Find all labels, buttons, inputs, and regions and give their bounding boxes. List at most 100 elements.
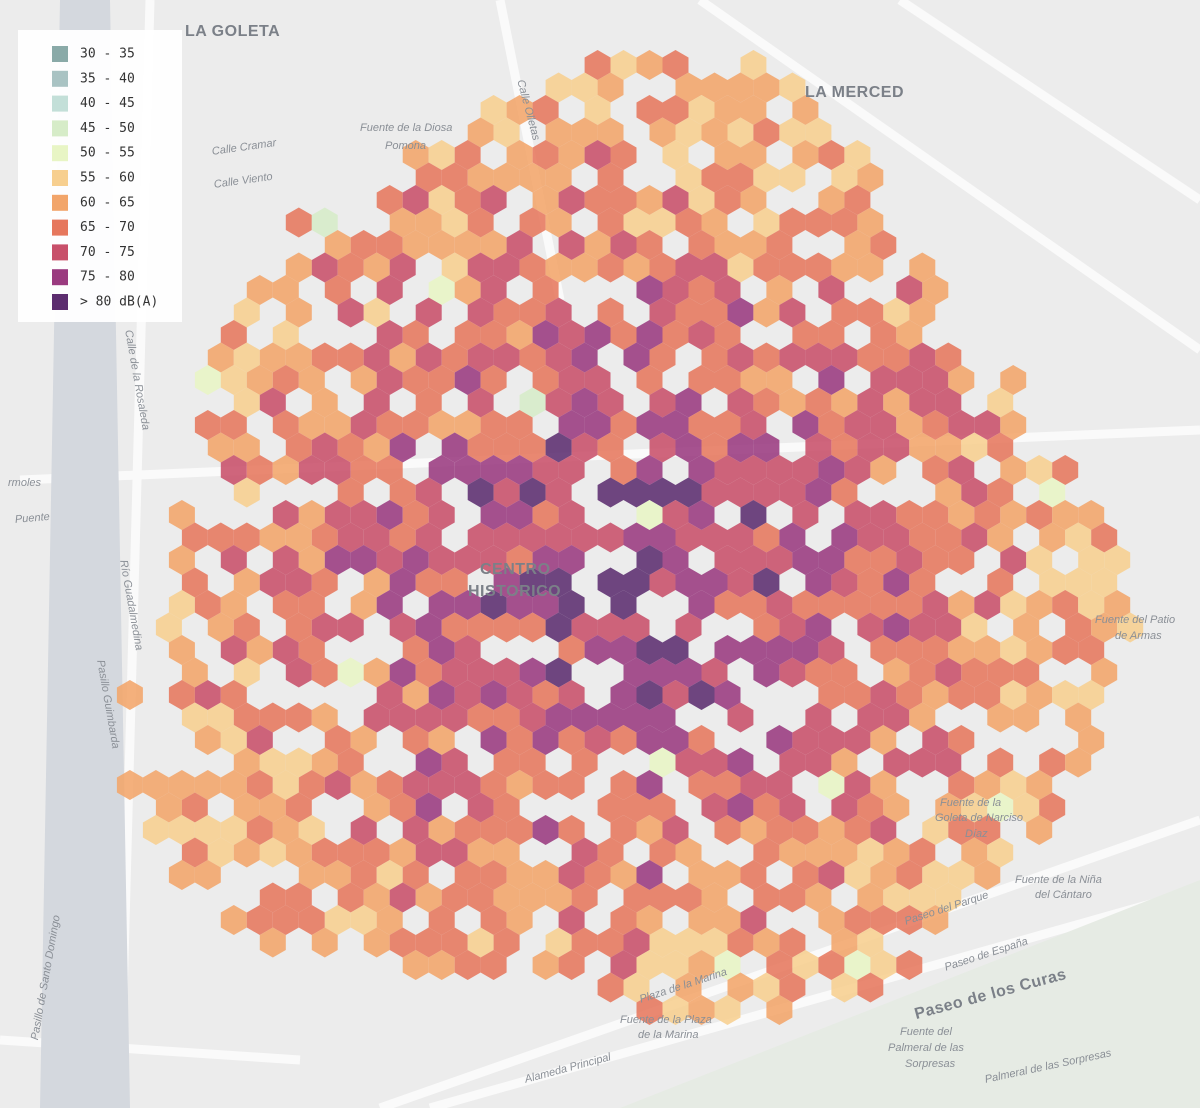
hex-cell: [610, 185, 637, 215]
hex-cell: [168, 860, 195, 890]
hex-cell: [610, 410, 637, 440]
hex-cell: [675, 477, 702, 508]
hex-cell: [298, 590, 325, 620]
hex-cell: [610, 635, 637, 665]
hex-cell: [519, 387, 546, 418]
legend-label: 45 - 50: [80, 121, 135, 136]
hex-cell: [220, 905, 247, 935]
hex-cell: [805, 882, 832, 913]
hex-cell: [779, 837, 806, 868]
hex-cell: [818, 905, 845, 935]
hex-cell: [155, 612, 182, 643]
hex-cell: [558, 770, 585, 800]
hex-cell: [922, 365, 949, 395]
hex-cell: [259, 567, 286, 598]
hex-cell: [766, 230, 793, 260]
hex-cell: [623, 972, 650, 1003]
hex-cell: [506, 500, 533, 530]
hex-cell: [428, 950, 455, 980]
hex-cell: [350, 230, 377, 260]
hex-cell: [558, 455, 585, 485]
hex-cell: [818, 815, 845, 845]
hex-cell: [545, 297, 572, 328]
place-label: Fuente de la Plaza: [620, 1014, 712, 1026]
hex-cell: [714, 590, 741, 620]
hex-cell: [961, 432, 988, 463]
hex-cell: [454, 950, 481, 980]
hex-cell: [649, 882, 676, 913]
hex-cell: [1052, 680, 1079, 710]
hex-cell: [922, 545, 949, 575]
hex-cell: [636, 95, 663, 125]
legend-label: 35 - 40: [80, 71, 135, 86]
hex-cell: [337, 432, 364, 463]
hex-cell: [454, 230, 481, 260]
hex-cell: [688, 950, 715, 980]
hex-cell: [649, 297, 676, 328]
hex-cell: [675, 117, 702, 148]
park: [620, 880, 1200, 1108]
hex-cell: [1065, 567, 1092, 598]
hex-cell: [675, 612, 702, 643]
hex-cell: [675, 252, 702, 283]
hex-cell: [558, 320, 585, 350]
hex-cell: [246, 905, 273, 935]
hex-cell: [454, 860, 481, 890]
hex-cell: [467, 522, 494, 553]
legend-swatch: [52, 70, 68, 87]
hex-cell: [701, 252, 728, 283]
hex-cell: [818, 725, 845, 755]
hex-cell: [714, 545, 741, 575]
legend-swatch: [52, 46, 68, 62]
hex-cell: [870, 545, 897, 575]
hex-cell: [207, 702, 234, 733]
hex-cell: [480, 455, 507, 485]
hex-cell: [467, 477, 494, 508]
hex-cell: [753, 882, 780, 913]
hex-cell: [402, 725, 429, 755]
hex-cell: [610, 230, 637, 260]
hex-cell: [298, 545, 325, 575]
hex-cell: [571, 117, 598, 148]
legend-swatch: [52, 95, 68, 112]
hex-cell: [1078, 680, 1105, 710]
hex-cell: [233, 657, 260, 688]
hex-cell: [285, 432, 312, 463]
hex-cell: [675, 207, 702, 238]
hex-cell: [805, 117, 832, 148]
hex-cell: [701, 477, 728, 508]
hex-cell: [1013, 702, 1040, 733]
hex-cell: [376, 860, 403, 890]
hex-cell: [1000, 455, 1027, 485]
hex-cell: [454, 635, 481, 665]
hex-cell: [298, 860, 325, 890]
hex-cell: [753, 792, 780, 823]
hex-cell: [558, 410, 585, 440]
hex-cell: [623, 882, 650, 913]
hex-cell: [1000, 590, 1027, 620]
hex-cell: [701, 882, 728, 913]
hex-cell: [285, 747, 312, 778]
hex-cell: [389, 657, 416, 688]
hex-cell: [454, 275, 481, 305]
hex-cell: [857, 702, 884, 733]
hex-cell: [441, 747, 468, 778]
hex-cell: [636, 635, 663, 665]
hex-cell: [168, 500, 195, 530]
hex-cell: [441, 252, 468, 283]
hex-cell: [1026, 590, 1053, 620]
hex-cell: [532, 500, 559, 530]
hex-cell: [259, 342, 286, 373]
hex-cell: [220, 320, 247, 350]
hex-cell: [1000, 545, 1027, 575]
hex-cell: [415, 162, 442, 193]
hex-cell: [831, 297, 858, 328]
hex-cell: [675, 72, 702, 103]
hex-cell: [428, 635, 455, 665]
hex-cell: [272, 905, 299, 935]
hex-cell: [831, 477, 858, 508]
hex-cell: [740, 815, 767, 845]
hex-cell: [701, 567, 728, 598]
hex-cell: [116, 680, 143, 710]
hex-cell: [558, 725, 585, 755]
